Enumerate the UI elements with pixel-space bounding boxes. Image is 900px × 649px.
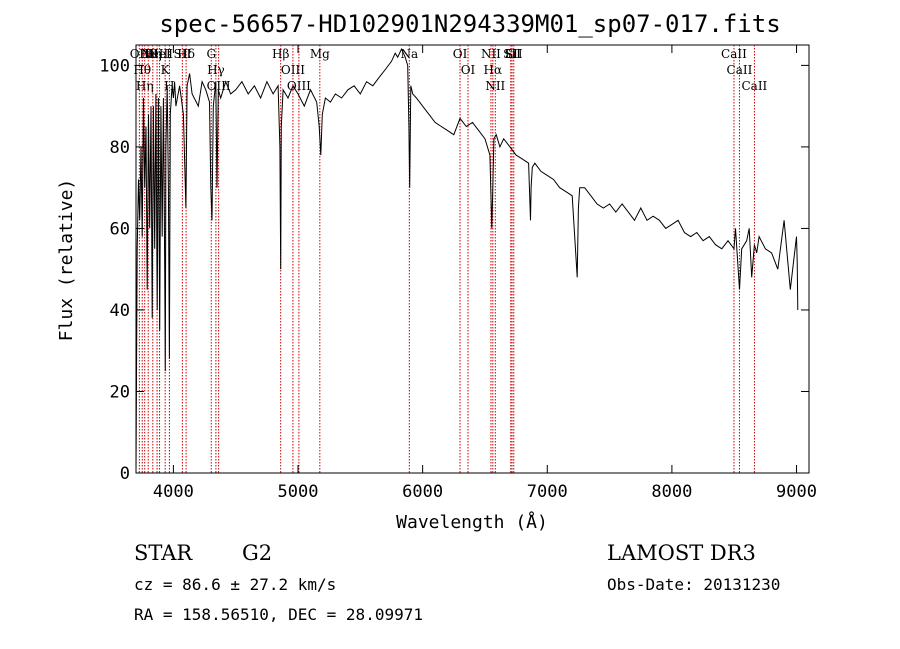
spectral-line-label: OIII bbox=[287, 79, 311, 93]
spectral-line-label: Hβ bbox=[272, 47, 289, 61]
spectral-line-label: Na bbox=[400, 47, 418, 61]
spectral-line-label: CaII bbox=[727, 63, 753, 77]
subclass: G2 bbox=[242, 541, 272, 565]
axis-ticks-group: 4000 5000 6000 7000 8000 9000 0 20 40 60 80 100 bbox=[99, 45, 817, 502]
spectral-line-label: Mg bbox=[310, 47, 330, 61]
spectral-line-label: OI bbox=[453, 47, 468, 61]
spectral-line-label: H bbox=[164, 79, 174, 93]
x-tick-label: 8000 bbox=[651, 482, 692, 502]
y-tick-label: 100 bbox=[99, 56, 130, 76]
object-class: STAR bbox=[134, 541, 193, 565]
y-axis-label: Flux (relative) bbox=[56, 179, 77, 342]
spectral-line-label: SII bbox=[174, 47, 192, 61]
spectral-line-label: Hθ bbox=[139, 47, 157, 61]
chart-title: spec-56657-HD102901N294339M01_sp07-017.f… bbox=[159, 10, 780, 38]
redshift-cz: cz = 86.6 ± 27.2 km/s bbox=[134, 575, 336, 594]
spectral-line-label: NII bbox=[485, 79, 505, 93]
x-tick-label: 4000 bbox=[153, 482, 194, 502]
spectral-line-label: Hγ bbox=[207, 63, 225, 77]
spectral-line-label: CaII bbox=[741, 79, 767, 93]
spectral-line-label: SII bbox=[503, 47, 521, 61]
spectral-line-label: G bbox=[206, 47, 216, 61]
spectral-line-label: NII bbox=[481, 47, 501, 61]
spectrum-line bbox=[135, 47, 799, 474]
x-axis-label: Wavelength (Å) bbox=[396, 511, 548, 533]
y-tick-label: 40 bbox=[110, 301, 130, 321]
x-tick-label: 9000 bbox=[776, 482, 817, 502]
ra-dec: RA = 158.56510, DEC = 28.09971 bbox=[134, 605, 423, 624]
x-tick-label: 7000 bbox=[527, 482, 568, 502]
spectral-line-label: Li bbox=[505, 47, 517, 61]
spectral-line-label: CaII bbox=[721, 47, 747, 61]
y-tick-label: 20 bbox=[110, 382, 130, 402]
spectral-line-label: NeIII bbox=[141, 47, 173, 61]
obs-date: Obs-Date: 20131230 bbox=[607, 575, 780, 594]
x-tick-label: 6000 bbox=[402, 482, 443, 502]
spectral-line-label: OI bbox=[461, 63, 476, 77]
spectral-line-label: HeI bbox=[148, 47, 171, 61]
spectral-line-label: OIII bbox=[281, 63, 305, 77]
spectral-line-label: OIII bbox=[207, 79, 231, 93]
spectral-line-label: Hδ bbox=[177, 47, 195, 61]
spectral-line-label: Hα bbox=[484, 63, 503, 77]
y-tick-label: 80 bbox=[110, 138, 130, 158]
spectral-line-label: Hθ bbox=[133, 63, 151, 77]
spectral-line-label: Hη bbox=[136, 79, 154, 93]
spectral-line-label: SII bbox=[505, 47, 523, 61]
y-tick-label: 60 bbox=[110, 219, 130, 239]
x-tick-label: 5000 bbox=[278, 482, 319, 502]
line-marker-group bbox=[138, 45, 755, 473]
y-tick-label: 0 bbox=[120, 464, 130, 484]
spectral-line-label: K bbox=[161, 63, 171, 77]
survey-name: LAMOST DR3 bbox=[607, 541, 756, 565]
spectral-line-label: OII bbox=[130, 47, 150, 61]
plot-frame bbox=[135, 44, 810, 474]
spectral-line-label: Hη bbox=[144, 47, 162, 61]
